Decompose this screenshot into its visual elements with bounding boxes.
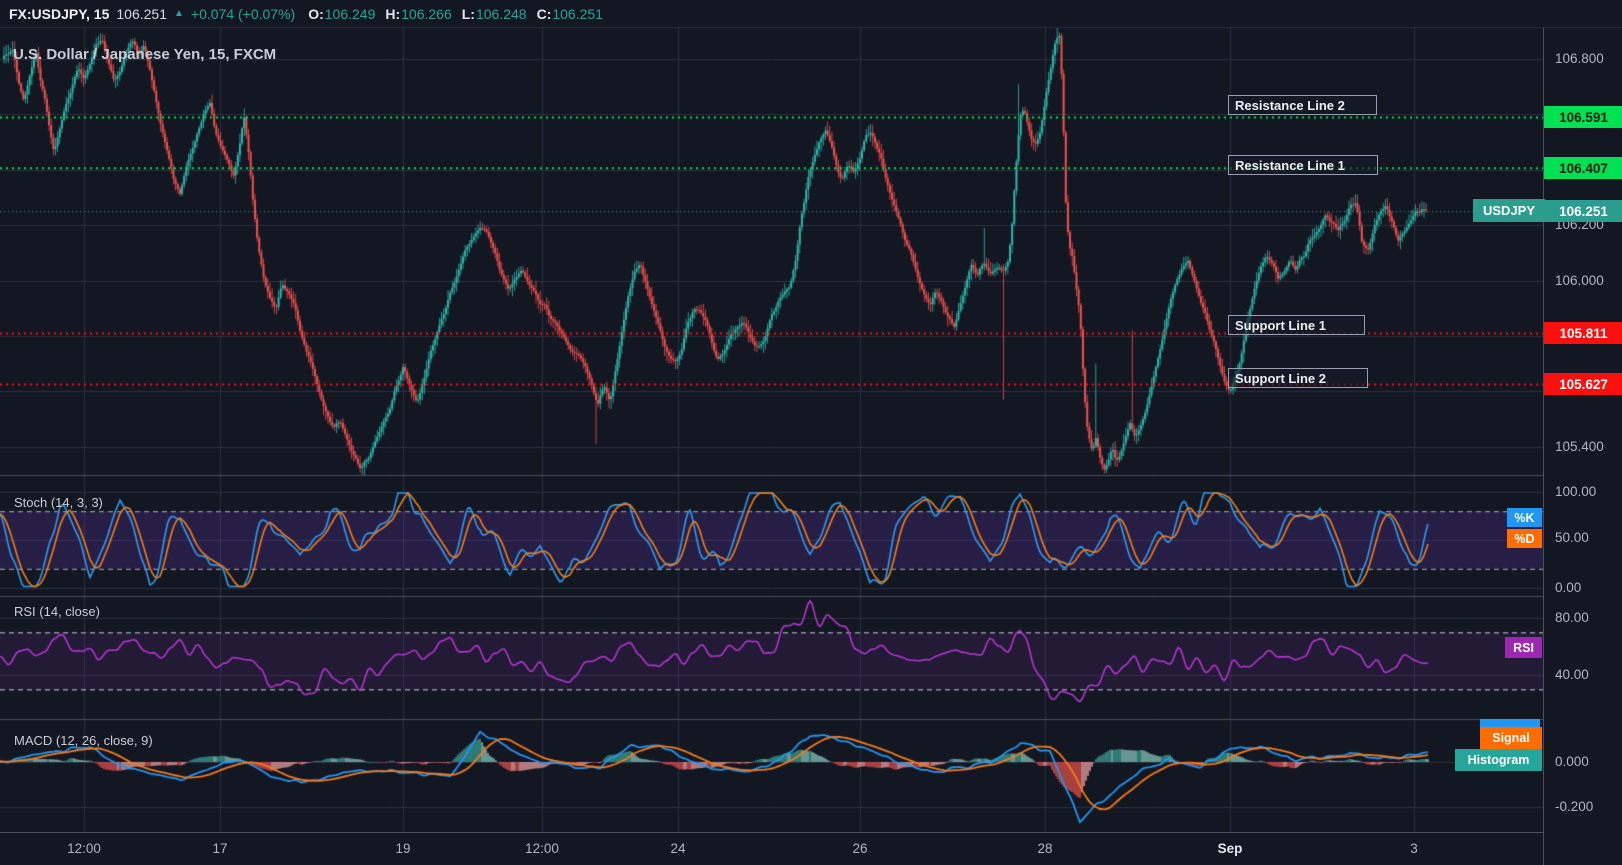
ohlc-value: 106.249 xyxy=(324,5,376,22)
price-tick-label: -0.200 xyxy=(1555,799,1594,814)
last-price: 106.251 xyxy=(116,5,167,22)
time-tick-label: 24 xyxy=(670,841,686,856)
chart-title: U.S. Dollar / Japanese Yen, 15, FXCM xyxy=(13,46,277,63)
level-label-box[interactable]: Support Line 1 xyxy=(1228,315,1365,335)
price-tick-label: 0.00 xyxy=(1555,580,1582,595)
ohlc-value: 106.251 xyxy=(552,5,603,22)
symbol-button[interactable]: FX:USDJPY, 15 xyxy=(9,5,110,22)
stoch-k-tag: %K xyxy=(1507,508,1542,527)
stoch-pane-label[interactable]: Stoch (14, 3, 3) xyxy=(14,495,103,510)
level-label-box[interactable]: Resistance Line 2 xyxy=(1228,95,1377,115)
price-axis[interactable]: 106.800 106.200 106.000 105.400 100.00 50.00 0… xyxy=(1543,28,1622,865)
price-tick-label: 80.00 xyxy=(1555,610,1589,625)
price-tag: 106.591 xyxy=(1544,106,1622,128)
ohlc-label: C: xyxy=(536,5,552,22)
price-tick-label: 106.800 xyxy=(1555,51,1604,66)
price-tag: 106.251 xyxy=(1544,200,1622,222)
price-tick-label: 106.000 xyxy=(1555,273,1604,288)
price-tag: 105.627 xyxy=(1544,373,1622,395)
level-label-box[interactable]: Resistance Line 1 xyxy=(1228,155,1378,175)
symbol-info-bar: FX:USDJPY, 15 106.251 ▲ +0.074 (+0.07%) … xyxy=(0,0,1622,28)
ohlc-pair: C: 106.251 xyxy=(537,6,603,22)
ohlc-value: 106.248 xyxy=(475,5,527,22)
ohlc-value: 106.266 xyxy=(401,5,452,22)
ohlc-label: H: xyxy=(385,5,401,22)
price-change: +0.074 (+0.07%) xyxy=(190,5,296,22)
price-tick-label: 50.00 xyxy=(1555,530,1589,545)
signal-tag: Signal xyxy=(1480,727,1542,749)
time-tick-label: 12:00 xyxy=(67,841,101,856)
time-tick-label: 3 xyxy=(1410,841,1418,856)
rsi-pane-label[interactable]: RSI (14, close) xyxy=(14,604,100,619)
time-tick-label: Sep xyxy=(1217,841,1243,856)
ohlc-values: O: 106.249 H: 106.266 L: 106.248 C: 106.251 xyxy=(308,6,603,22)
time-tick-label: 28 xyxy=(1037,841,1053,856)
histogram-tag: Histogram xyxy=(1455,749,1542,771)
ohlc-pair: L: 106.248 xyxy=(462,6,527,22)
price-tick-label: 40.00 xyxy=(1555,667,1589,682)
price-tag: 106.407 xyxy=(1544,157,1622,179)
change-up-arrow-icon: ▲ xyxy=(173,8,184,19)
chart-canvas[interactable] xyxy=(0,28,1543,832)
last-price-symbol-tag: USDJPY xyxy=(1473,199,1545,222)
time-tick-label: 19 xyxy=(395,841,411,856)
time-tick-label: 26 xyxy=(852,841,868,856)
ohlc-pair: O: 106.249 xyxy=(308,6,375,22)
price-tick-label: 0.000 xyxy=(1555,754,1589,769)
price-tick-label: 100.00 xyxy=(1555,484,1597,499)
time-axis[interactable]: 12:00 17 19 12:00 24 26 28 Sep 3 xyxy=(0,832,1543,865)
time-tick-label: 12:00 xyxy=(525,841,559,856)
rsi-tag: RSI xyxy=(1505,637,1542,658)
price-tick-label: 105.400 xyxy=(1555,439,1604,454)
ohlc-pair: H: 106.266 xyxy=(385,6,451,22)
ohlc-label: L: xyxy=(461,5,475,22)
time-tick-label: 17 xyxy=(212,841,228,856)
ohlc-label: O: xyxy=(308,5,324,22)
stoch-d-tag: %D xyxy=(1507,529,1542,548)
macd-tag xyxy=(1480,719,1540,727)
price-tag: 105.811 xyxy=(1544,322,1622,344)
macd-pane-label[interactable]: MACD (12, 26, close, 9) xyxy=(14,733,153,748)
level-label-box[interactable]: Support Line 2 xyxy=(1228,368,1368,388)
